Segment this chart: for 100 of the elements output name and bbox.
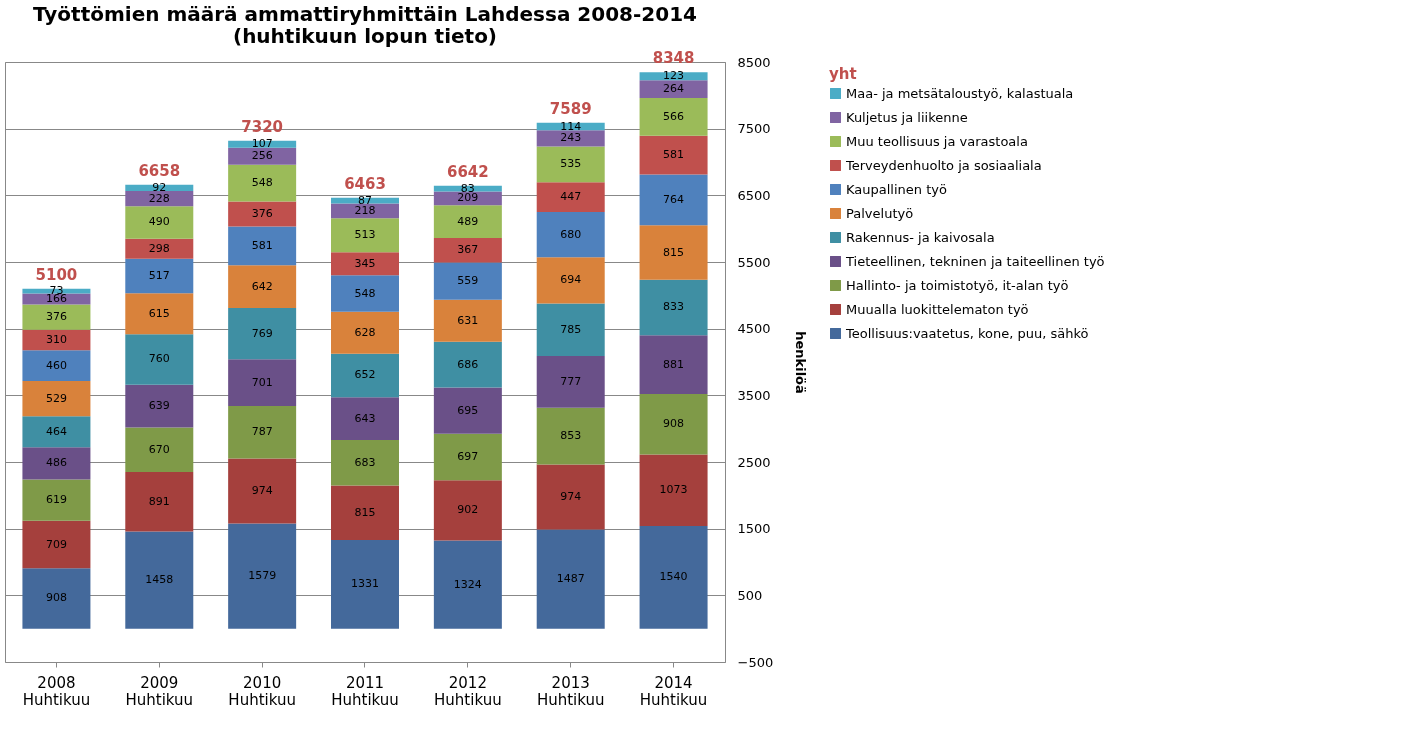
legend-label: Kaupallinen työ [846,181,947,197]
x-tick-label: 2010 Huhtikuu [228,673,296,709]
bar [639,526,708,629]
bar [228,265,297,308]
bar [536,464,605,530]
total-label: 5100 [35,265,78,284]
bar [22,520,91,569]
bar [331,218,399,253]
bar [22,568,91,629]
data-label: 310 [45,333,67,346]
bar [228,164,297,202]
data-label: 701 [251,375,273,389]
data-label: 777 [560,374,582,388]
bar [536,212,605,258]
data-label: 686 [457,357,479,371]
data-label: 815 [663,245,685,259]
bar [228,201,297,227]
y-tick-label: 500 [737,587,763,603]
data-label: 123 [663,69,685,83]
data-label: 1458 [145,573,174,587]
y-tick-label: −500 [737,654,774,670]
data-label: 486 [45,456,67,470]
data-label: 694 [560,273,582,287]
y-tick-label: 4500 [737,321,771,337]
x-tick-label: 2012 Huhtikuu [434,673,502,709]
total-label: 6642 [446,162,489,181]
bar [125,293,194,335]
bar [228,308,297,360]
bar [228,359,297,406]
bar [331,197,399,204]
x-tick-label: 2014 Huhtikuu [639,673,708,709]
bar [639,393,708,455]
data-label: 489 [457,214,479,228]
bar [125,206,194,239]
data-label: 787 [251,425,273,439]
data-label: 345 [354,256,376,270]
data-label: 619 [45,493,67,507]
bar [125,427,194,473]
bar [639,335,708,394]
bar [331,275,399,312]
data-label: 639 [148,399,170,413]
bar [331,252,399,276]
data-label: 764 [663,192,685,206]
bar [125,258,194,294]
x-tick-label: 2009 Huhtikuu [125,673,194,709]
total-label: 6463 [344,174,386,193]
data-label: 891 [148,494,170,508]
bar [433,205,502,238]
bar [433,387,502,434]
y-tick-label: 7500 [737,121,771,137]
legend-label: Rakennus- ja kaivosala [846,229,995,245]
data-label: 652 [354,368,376,382]
data-label: 460 [45,358,67,372]
bar [331,539,399,629]
bar [331,440,399,486]
bar [639,279,708,336]
data-label: 1324 [453,577,482,591]
bar [536,529,605,629]
bar [228,226,297,266]
legend-label: Kuljetus ja liikenne [846,109,968,125]
data-label: 464 [45,424,67,438]
bar [536,146,605,183]
legend-label: Palvelutyö [846,205,914,221]
data-label: 881 [663,357,685,371]
data-label: 548 [251,176,273,190]
data-label: 680 [560,227,582,241]
y-tick-label: 3500 [737,387,771,403]
data-label: 908 [663,417,685,431]
bar [433,433,502,481]
data-label: 367 [457,243,479,257]
bar [125,384,194,428]
data-label: 559 [457,274,479,288]
data-label: 785 [560,322,582,336]
bar [228,406,297,459]
y-tick-label: 5500 [737,254,771,270]
data-label: 709 [45,537,67,551]
data-label: 107 [251,137,273,151]
data-label: 209 [457,191,479,205]
bar [536,182,605,212]
y-tick-label: 8500 [737,54,771,70]
bar [433,237,502,263]
bar [22,479,91,521]
data-label: 447 [560,190,582,204]
data-label: 376 [45,310,67,324]
data-label: 695 [457,403,479,417]
bar [433,480,502,541]
bar [228,523,297,629]
bar [639,225,708,280]
data-label: 974 [251,483,273,497]
bar [228,147,297,165]
bar [433,540,502,629]
data-label: 548 [354,286,376,300]
bar [22,329,91,351]
data-label: 974 [560,490,582,504]
bar [433,341,502,388]
data-label: 92 [152,180,167,194]
data-label: 581 [251,238,273,252]
data-label: 1073 [659,483,688,497]
bar [433,299,502,342]
bar [22,288,91,294]
